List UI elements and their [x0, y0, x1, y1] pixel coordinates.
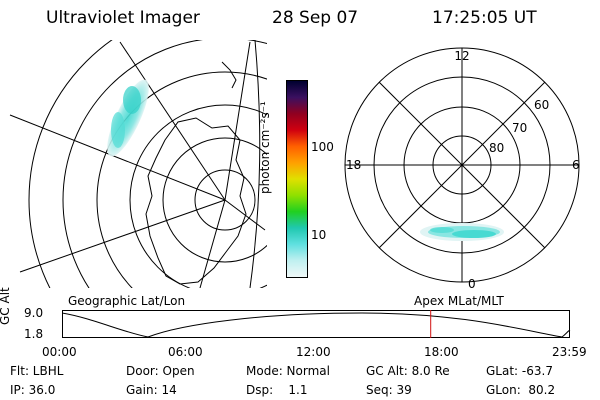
timeline-ylabel: GC Alt: [0, 287, 12, 325]
sequence-value: Seq: 39: [366, 383, 412, 397]
colorbar-tick-100: 100: [311, 140, 334, 154]
timeline-xtick-1800: 18:00: [424, 345, 459, 359]
gc-altitude-timeline: [62, 310, 571, 338]
mlat-label-60: 60: [534, 98, 549, 112]
geographic-longitude: GLon: 80.2: [486, 383, 556, 397]
timeline-ytick-9: 9.0: [24, 306, 44, 320]
timeline-xtick-2359: 23:59: [552, 345, 587, 359]
gc-altitude-value: GC Alt: 8.0 Re: [366, 364, 450, 378]
geo-panel-label: Geographic Lat/Lon: [68, 294, 186, 308]
colorbar-tick-10: 10: [311, 228, 327, 242]
geographic-map: [9, 40, 267, 288]
mlt-label-0: 0: [468, 277, 476, 291]
gc-altitude-curve: [62, 312, 571, 338]
colorbar: [286, 80, 308, 278]
timeline-xtick-0600: 06:00: [168, 345, 203, 359]
mlt-label-12: 12: [454, 49, 469, 63]
timeline-xtick-0000: 00:00: [42, 345, 77, 359]
mlt-label-6: 6: [572, 158, 580, 172]
gain-value: Gain: 14: [126, 383, 177, 397]
time-label: 17:25:05 UT: [432, 8, 537, 28]
mode-value: Mode: Normal: [246, 364, 330, 378]
instrument-title: Ultraviolet Imager: [46, 8, 200, 28]
date-label: 28 Sep 07: [272, 8, 359, 28]
filter-value: Flt: LBHL: [10, 364, 64, 378]
polar-mlat-mlt-plot: 12 18 6 0 60 70 80: [344, 47, 580, 291]
colorbar-gradient: [287, 81, 307, 277]
aurora-emission-geo: [107, 79, 149, 157]
ip-value: IP: 36.0: [10, 383, 56, 397]
dsp-value: Dsp: 1.1: [246, 383, 308, 397]
mlat-label-70: 70: [512, 121, 527, 135]
aurora-emission-polar: [420, 223, 504, 241]
mlat-label-80: 80: [489, 141, 504, 155]
door-status: Door: Open: [126, 364, 195, 378]
mlt-label-18: 18: [346, 158, 361, 172]
polar-panel-label: Apex MLat/MLT: [414, 294, 504, 308]
timeline-ytick-1.8: 1.8: [24, 327, 44, 341]
timeline-xtick-1200: 12:00: [296, 345, 331, 359]
colorbar-unit-label: photon cm⁻²s⁻¹: [258, 101, 272, 194]
geographic-latitude: GLat: -63.7: [486, 364, 553, 378]
